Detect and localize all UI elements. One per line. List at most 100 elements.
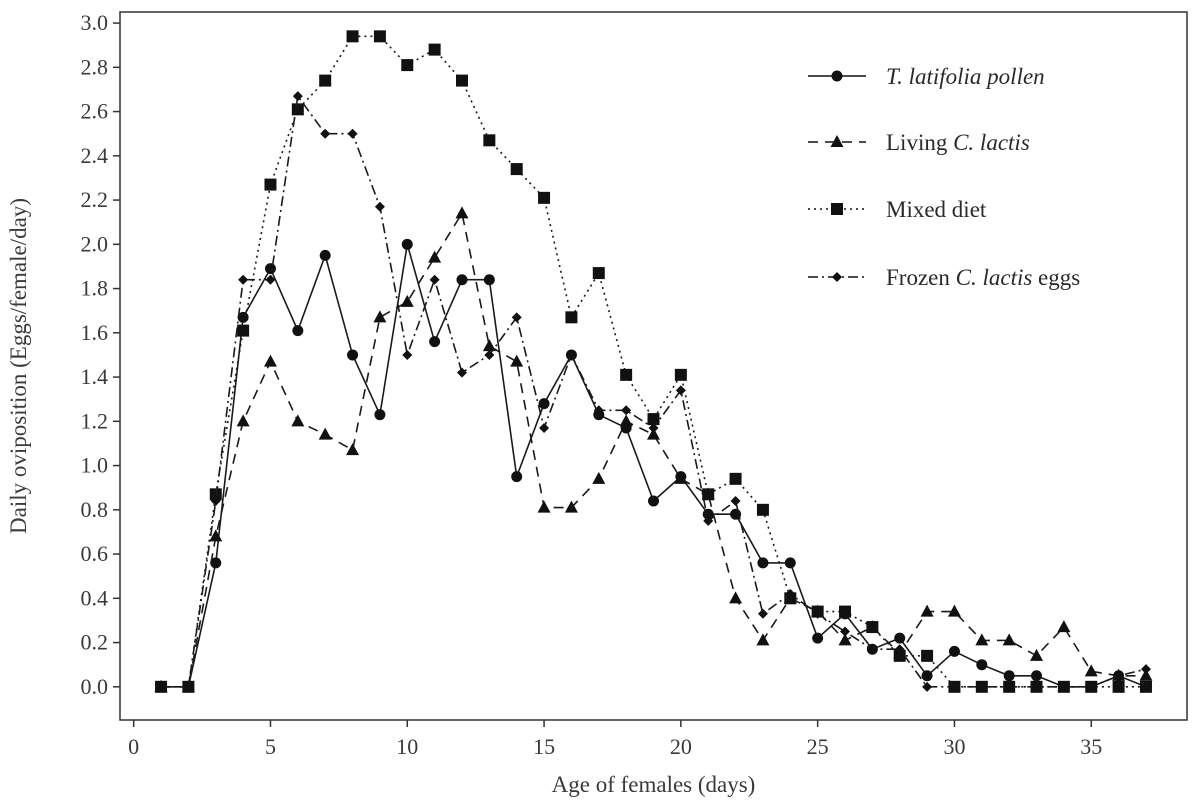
data-point — [429, 274, 440, 285]
legend-label: Frozen C. lactis eggs — [886, 265, 1080, 290]
series-line — [161, 244, 1147, 688]
data-point — [757, 608, 768, 619]
data-point — [729, 591, 743, 604]
series-layer — [154, 30, 1153, 693]
data-point — [1084, 664, 1098, 677]
data-point — [373, 310, 387, 323]
data-point — [264, 263, 276, 275]
data-point — [455, 206, 469, 219]
y-tick-label: 2.4 — [81, 143, 109, 168]
legend-label: Mixed diet — [886, 197, 987, 222]
legend-label-part: C. lactis — [956, 265, 1033, 290]
data-point — [756, 633, 770, 646]
data-point — [510, 354, 524, 367]
y-tick-label: 2.8 — [81, 54, 109, 79]
data-point — [320, 128, 331, 139]
legend-label-part: Mixed diet — [886, 197, 987, 222]
y-tick-label: 3.0 — [81, 10, 109, 35]
data-point — [402, 349, 413, 360]
data-point — [647, 427, 660, 440]
data-point — [209, 488, 222, 501]
data-point — [648, 495, 659, 507]
data-point — [1140, 664, 1151, 675]
data-point — [620, 368, 633, 381]
data-point — [1031, 670, 1043, 682]
data-point — [1031, 681, 1042, 692]
y-axis-label: Daily oviposition (Eggs/female/day) — [6, 198, 31, 534]
data-point — [346, 30, 359, 43]
x-tick-label: 25 — [807, 734, 829, 759]
series-0 — [155, 238, 1152, 693]
data-point — [511, 312, 522, 323]
data-point — [483, 134, 496, 147]
data-point — [209, 529, 223, 542]
data-point — [374, 201, 385, 212]
data-point — [1003, 670, 1015, 682]
data-point — [565, 311, 578, 324]
data-point — [237, 311, 249, 323]
data-point — [264, 178, 277, 191]
data-point — [236, 414, 250, 427]
legend-marker — [830, 135, 844, 147]
legend-label: Living C. lactis — [886, 130, 1030, 155]
data-point — [1113, 670, 1124, 681]
x-tick-label: 10 — [396, 734, 418, 759]
legend-label-part: C. lactis — [953, 130, 1030, 155]
data-point — [482, 339, 496, 352]
data-point — [429, 336, 441, 348]
data-point — [674, 471, 688, 484]
data-point — [947, 604, 961, 617]
legend-label-part: Living — [886, 130, 953, 155]
data-point — [1086, 681, 1097, 692]
data-point — [1139, 680, 1152, 693]
legend-label: T. latifolia pollen — [886, 64, 1045, 89]
data-point — [238, 274, 249, 285]
data-point — [894, 632, 906, 644]
data-point — [484, 349, 495, 360]
data-point — [1030, 648, 1044, 661]
y-tick-label: 0.2 — [81, 630, 109, 655]
data-point — [976, 681, 987, 692]
legend-label-part: Frozen — [886, 265, 956, 290]
data-point — [566, 349, 577, 360]
legend-marker — [831, 203, 843, 215]
data-point — [263, 354, 277, 367]
data-point — [703, 515, 714, 526]
data-point — [949, 681, 960, 692]
data-point — [674, 368, 687, 381]
data-point — [291, 103, 304, 116]
data-point — [893, 649, 906, 662]
data-point — [839, 605, 852, 618]
data-point — [510, 163, 523, 176]
data-point — [675, 385, 686, 396]
data-point — [183, 681, 194, 692]
legend: T. latifolia pollen Living C. lactis Mixed… — [808, 64, 1080, 290]
data-point — [374, 409, 386, 421]
data-point — [237, 324, 250, 337]
data-point — [319, 74, 332, 87]
data-point — [812, 608, 823, 619]
data-point — [511, 471, 523, 483]
data-point — [539, 422, 550, 433]
y-tick-label: 0.6 — [81, 541, 109, 566]
data-point — [648, 422, 659, 433]
data-point — [455, 74, 468, 87]
legend-item-3: Frozen C. lactis eggs — [808, 265, 1080, 290]
data-point — [920, 604, 934, 617]
data-point — [921, 670, 933, 682]
data-point — [756, 503, 769, 516]
y-tick-label: 1.0 — [81, 453, 109, 478]
axes — [119, 11, 1188, 721]
y-tick-label: 2.0 — [81, 231, 109, 256]
y-tick-label: 0.4 — [81, 585, 109, 610]
x-tick-label: 5 — [265, 734, 276, 759]
y-tick-label: 0.0 — [81, 674, 109, 699]
data-point — [922, 681, 933, 692]
data-point — [538, 191, 551, 204]
data-point — [456, 367, 467, 378]
legend-label-part: T. latifolia pollen — [886, 64, 1045, 89]
x-tick-label: 30 — [943, 734, 965, 759]
data-point — [592, 471, 606, 484]
data-point — [347, 128, 358, 139]
